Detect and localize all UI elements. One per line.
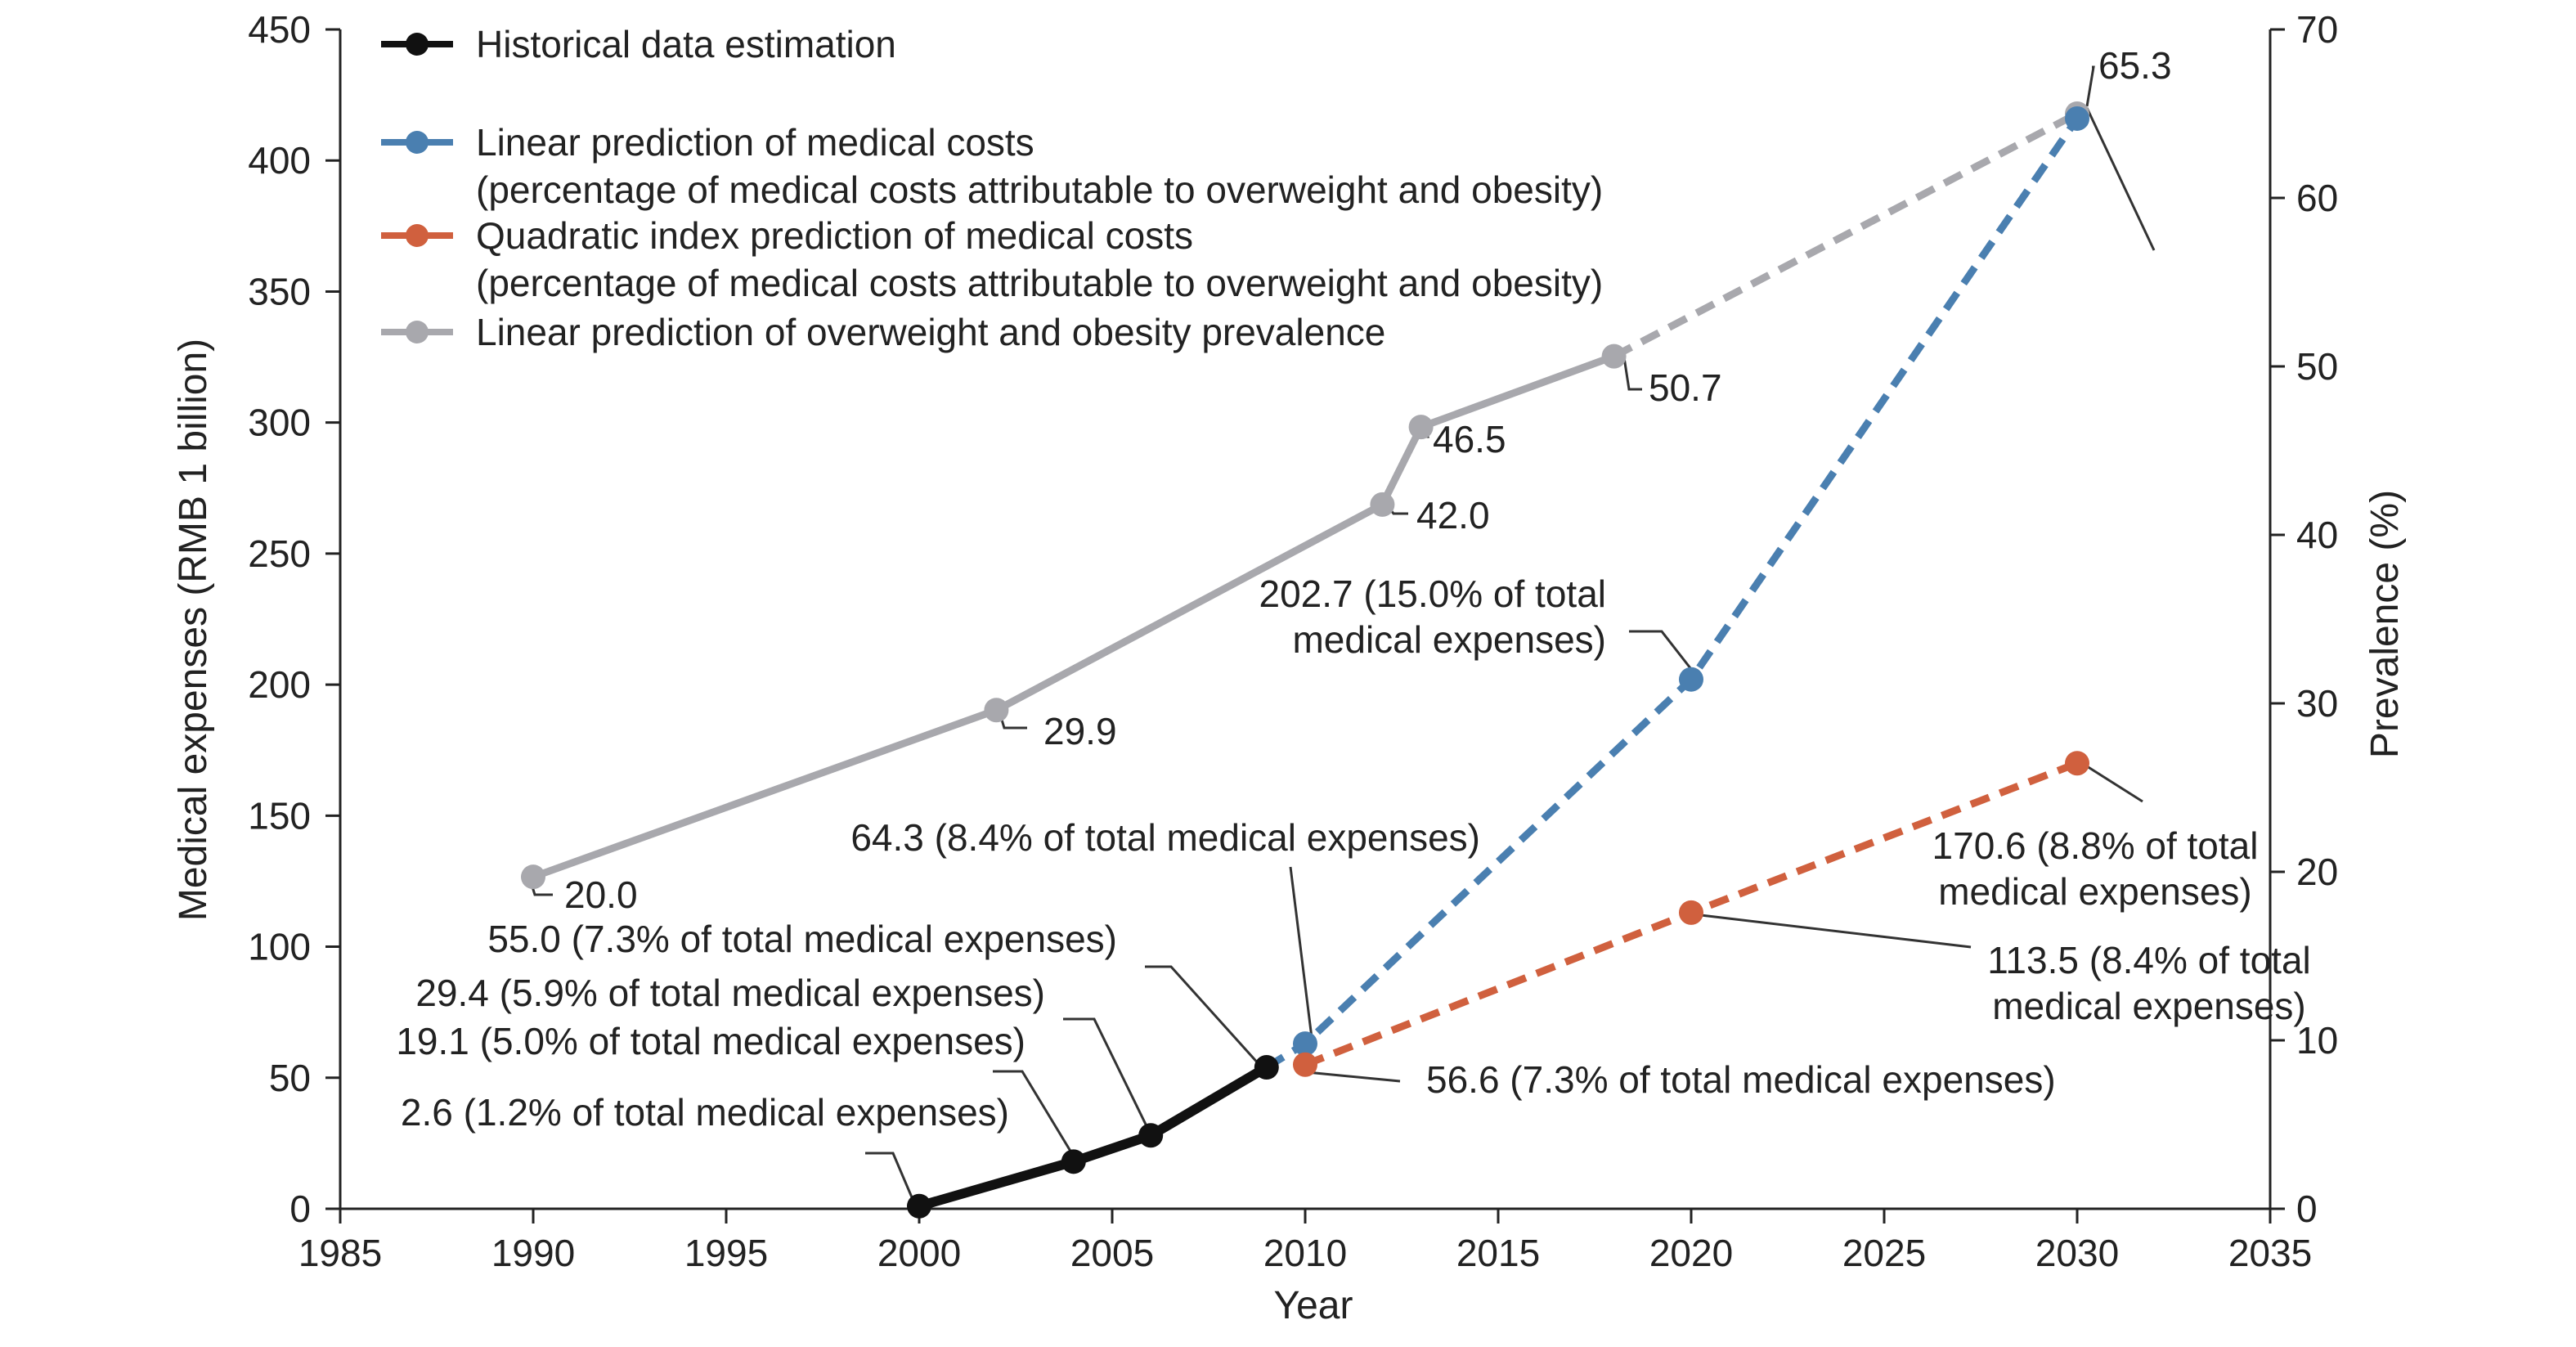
legend-swatch-marker — [406, 33, 429, 56]
series-line-1 — [1264, 116, 2080, 1071]
x-tick-label: 2005 — [1070, 1232, 1154, 1274]
annotation-leader — [1063, 1017, 1153, 1137]
data-point-series-2 — [1293, 1052, 1317, 1077]
y-right-tick-label: 50 — [2296, 345, 2338, 388]
annotation-leader — [993, 1070, 1078, 1161]
x-tick-label: 2035 — [2228, 1232, 2312, 1274]
annotation-label: 202.7 (15.0% of total — [1259, 572, 1606, 615]
annotation-label: 42.0 — [1416, 494, 1490, 537]
data-point-series-1 — [1293, 1031, 1317, 1057]
annotation-label: 2.6 (1.2% of total medical expenses) — [401, 1091, 1009, 1134]
y-left-tick-label: 400 — [248, 139, 311, 182]
x-tick-label: 2030 — [2035, 1232, 2119, 1274]
legend-entry-label: Historical data estimation — [476, 23, 896, 65]
data-point-series-1 — [1679, 667, 1703, 692]
annotation-leader — [1289, 866, 1315, 1052]
data-point-series-3 — [1370, 492, 1395, 517]
x-tick-label: 2015 — [1456, 1232, 1540, 1274]
x-tick-label: 1985 — [298, 1232, 382, 1274]
annotation-label: 29.4 (5.9% of total medical expenses) — [415, 972, 1045, 1014]
y-right-tick-label: 0 — [2296, 1188, 2318, 1230]
annotation-label: 64.3 (8.4% of total medical expenses) — [850, 816, 1480, 859]
annotation-label: 19.1 (5.0% of total medical expenses) — [396, 1020, 1025, 1062]
data-point-series-0 — [907, 1193, 931, 1219]
legend-entry-label: Linear prediction of medical costs — [476, 121, 1034, 164]
annotation-leader — [2085, 65, 2095, 107]
y-left-tick-label: 200 — [248, 663, 311, 706]
annotation-label: 50.7 — [1649, 366, 1722, 409]
annotation-label: 55.0 (7.3% of total medical expenses) — [487, 918, 1117, 960]
annotation-leader — [1700, 914, 1972, 949]
x-tick-label: 2010 — [1263, 1232, 1347, 1274]
y-left-tick-label: 300 — [248, 402, 311, 444]
x-tick-label: 2020 — [1649, 1232, 1733, 1274]
y-left-tick-label: 50 — [269, 1057, 311, 1099]
data-point-series-3 — [1601, 343, 1627, 369]
annotation-leader — [2085, 107, 2156, 251]
data-point-series-3 — [1408, 415, 1434, 440]
annotation-leader — [2086, 765, 2143, 803]
annotation-label-line2: medical expenses) — [1938, 870, 2252, 913]
legend-swatch-marker — [406, 321, 429, 343]
annotation-label-line2: medical expenses) — [1292, 618, 1606, 661]
x-axis-title: Year — [1274, 1284, 1353, 1327]
annotation-leader — [1622, 357, 1642, 391]
axes-group: 1985 1990 1995 2000 2005 2010 2015 2020 2025 2030… — [248, 8, 2338, 1274]
y-right-tick-label: 20 — [2296, 851, 2338, 893]
y-left-tick-label: 150 — [248, 794, 311, 837]
annotation-leader — [1145, 965, 1269, 1075]
y-left-tick-label: 0 — [289, 1188, 311, 1230]
data-point-series-2 — [1679, 900, 1703, 925]
annotation-label: 20.0 — [564, 873, 638, 916]
annotations-group: 2.6 (1.2% of total medical expenses) 19.1… — [396, 44, 2310, 1134]
annotation-leaders-group — [528, 65, 2156, 1210]
series-projection-3 — [1612, 110, 2080, 360]
x-tick-label: 1990 — [491, 1232, 575, 1274]
legend-entry-label: Linear prediction of overweight and obes… — [476, 311, 1385, 353]
annotation-label: 170.6 (8.8% of total — [1932, 824, 2259, 867]
legend-swatch-marker — [406, 224, 429, 247]
data-point-series-2 — [2065, 751, 2089, 776]
series-line-0 — [918, 1062, 1269, 1211]
annotation-label: 56.6 (7.3% of total medical expenses) — [1426, 1058, 2056, 1101]
data-point-series-0 — [1138, 1123, 1164, 1148]
data-point-series-0 — [1061, 1149, 1086, 1174]
data-point-series-3 — [521, 864, 545, 890]
annotation-label: 65.3 — [2098, 44, 2172, 87]
legend-swatch-marker — [406, 131, 429, 154]
y-right-tick-label: 10 — [2296, 1019, 2338, 1062]
data-point-series-0 — [1254, 1054, 1279, 1080]
y-left-tick-label: 100 — [248, 926, 311, 968]
y-axis-left-title: Medical expenses (RMB 1 billion) — [172, 339, 215, 921]
annotation-label: 29.9 — [1043, 710, 1117, 752]
legend-entry-label: Quadratic index prediction of medical co… — [476, 214, 1193, 257]
legend-entry-label-line2: (percentage of medical costs attributabl… — [476, 168, 1603, 211]
annotation-leader — [1306, 1071, 1401, 1083]
y-left-tick-label: 350 — [248, 270, 311, 312]
y-right-tick-label: 60 — [2296, 177, 2338, 219]
annotation-label: 46.5 — [1433, 418, 1506, 460]
y-right-tick-label: 40 — [2296, 514, 2338, 556]
annotation-label: 113.5 (8.4% of total — [1987, 939, 2311, 981]
x-tick-label: 1995 — [684, 1232, 768, 1274]
data-point-series-1 — [2065, 106, 2089, 131]
y-left-tick-label: 250 — [248, 532, 311, 575]
annotation-label-line2: medical expenses) — [1992, 985, 2306, 1027]
y-left-tick-label: 450 — [248, 8, 311, 51]
y-axis-right-title: Prevalence (%) — [2363, 490, 2407, 758]
x-tick-label: 2000 — [877, 1232, 961, 1274]
data-point-series-3 — [984, 698, 1009, 723]
legend: Historical data estimation Linear predict… — [381, 23, 1603, 353]
x-tick-label: 2025 — [1842, 1232, 1926, 1274]
y-right-tick-label: 70 — [2296, 8, 2338, 51]
annotation-leader — [865, 1152, 918, 1210]
annotation-leader — [1629, 630, 1701, 680]
y-right-tick-label: 30 — [2296, 682, 2338, 725]
legend-entry-label-line2: (percentage of medical costs attributabl… — [476, 262, 1603, 304]
data-points-group — [521, 101, 2089, 1219]
